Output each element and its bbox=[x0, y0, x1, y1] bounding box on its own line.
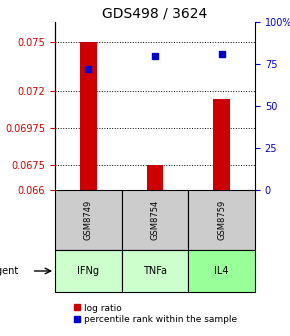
Text: TNFa: TNFa bbox=[143, 266, 167, 276]
Text: GSM8759: GSM8759 bbox=[217, 200, 226, 240]
Text: GSM8754: GSM8754 bbox=[151, 200, 160, 240]
Legend: log ratio, percentile rank within the sample: log ratio, percentile rank within the sa… bbox=[73, 304, 237, 324]
Bar bbox=[213, 99, 230, 190]
Text: agent: agent bbox=[0, 266, 18, 276]
Bar bbox=[147, 165, 163, 190]
Bar bbox=[55, 250, 122, 292]
Text: IL4: IL4 bbox=[214, 266, 229, 276]
Text: IFNg: IFNg bbox=[77, 266, 99, 276]
Bar bbox=[55, 190, 122, 250]
Bar bbox=[188, 190, 255, 250]
Text: GSM8749: GSM8749 bbox=[84, 200, 93, 240]
Bar bbox=[122, 250, 188, 292]
Title: GDS498 / 3624: GDS498 / 3624 bbox=[102, 7, 208, 21]
Bar bbox=[80, 42, 97, 190]
Bar bbox=[122, 190, 188, 250]
Bar bbox=[188, 250, 255, 292]
